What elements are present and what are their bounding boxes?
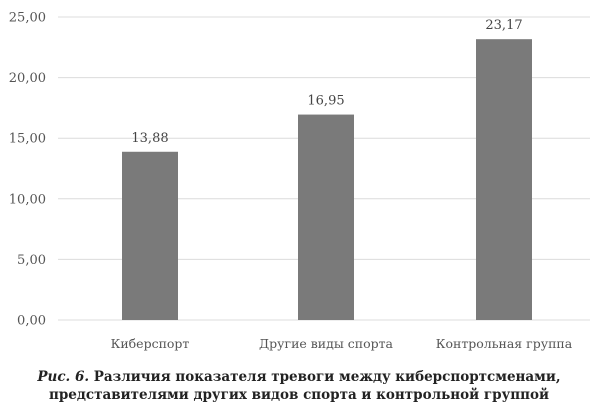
y-tick-label: 0,00 (17, 314, 46, 329)
figure-label: Рис. 6. (37, 369, 90, 385)
bar (122, 151, 178, 320)
x-category-label: Другие виды спорта (259, 336, 394, 351)
figure-caption: Рис. 6. Различия показателя тревоги межд… (0, 368, 598, 404)
data-label: 13,88 (131, 131, 168, 146)
caption-line-2: представителями других видов спорта и ко… (48, 387, 550, 403)
bar (476, 39, 532, 321)
y-tick-label: 5,00 (17, 253, 46, 268)
bar (298, 114, 354, 320)
caption-line-1: Рис. 6. Различия показателя тревоги межд… (0, 368, 598, 386)
y-tick-label: 25,00 (9, 11, 46, 26)
data-label: 16,95 (307, 94, 344, 109)
y-tick-label: 20,00 (9, 71, 46, 86)
y-tick-label: 15,00 (9, 132, 46, 147)
x-category-label: Контрольная группа (436, 336, 573, 351)
x-category-label: Киберспорт (111, 336, 190, 351)
data-label: 23,17 (485, 18, 522, 33)
bar-chart: 0,00 5,00 10,00 15,00 20,00 25,00 13,88 Киберсп… (9, 11, 590, 351)
y-tick-label: 10,00 (9, 192, 46, 207)
caption-text-1: Различия показателя тревоги между киберс… (93, 369, 561, 385)
